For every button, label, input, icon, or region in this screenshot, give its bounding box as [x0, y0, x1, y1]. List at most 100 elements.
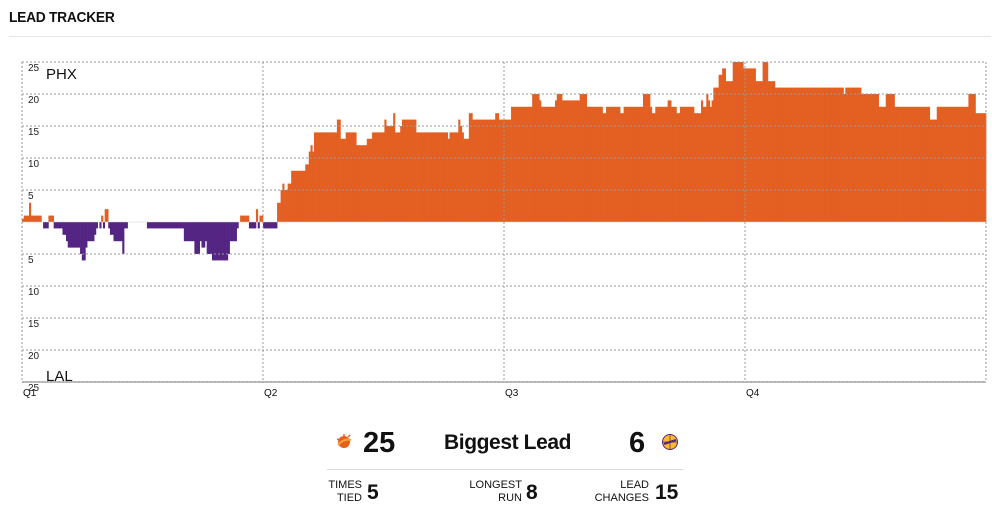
lead-bar: [164, 222, 167, 229]
lead-bar: [773, 81, 776, 222]
lead-bar: [662, 106, 665, 222]
lead-bar: [495, 113, 498, 222]
lead-bar: [576, 100, 579, 222]
lead-bar: [456, 132, 459, 222]
lead-bar: [701, 100, 704, 222]
times-tied-value: 5: [367, 481, 379, 504]
lead-bar: [391, 126, 394, 222]
lead-bar: [472, 119, 475, 222]
lead-bar: [651, 113, 654, 222]
lead-bar: [796, 87, 799, 222]
lead-bar: [206, 222, 209, 254]
lead-bar: [570, 100, 573, 222]
lead-bar: [616, 106, 619, 222]
lead-bar: [899, 106, 902, 222]
lead-bar: [732, 62, 735, 222]
lead-bar: [709, 106, 712, 222]
lead-bar: [405, 119, 408, 222]
lead-bar: [968, 94, 971, 222]
lead-bar: [692, 106, 695, 222]
lead-bar: [342, 138, 345, 222]
lead-bar: [76, 222, 79, 248]
lead-bar: [437, 132, 440, 222]
lead-bar: [854, 87, 857, 222]
lead-bar: [368, 138, 371, 222]
lead-bar: [764, 62, 767, 222]
lead-bar: [896, 106, 899, 222]
lead-bar: [512, 106, 515, 222]
lead-bar: [912, 106, 915, 222]
quarter-label: Q2: [264, 388, 278, 399]
away-biggest-lead: 6: [629, 427, 646, 459]
lead-bar: [303, 170, 306, 222]
lead-bar: [317, 132, 320, 222]
lead-bar: [219, 222, 222, 261]
lead-bar: [894, 106, 897, 222]
lead-bar: [306, 164, 310, 222]
lead-bar: [43, 222, 46, 229]
lead-bar: [555, 100, 558, 222]
lead-bar: [523, 106, 526, 222]
lead-bar: [460, 126, 463, 222]
lead-bar: [372, 132, 375, 222]
lead-bar: [734, 62, 737, 222]
lead-bar: [943, 106, 946, 222]
lead-bar: [454, 132, 457, 222]
lead-bar: [243, 215, 246, 222]
lead-bar: [883, 106, 887, 222]
lead-bar: [688, 106, 691, 222]
lead-bar: [398, 132, 401, 222]
lead-bar: [64, 222, 67, 235]
lead-bar: [296, 170, 299, 222]
lead-bar: [563, 100, 566, 222]
lead-bar: [150, 222, 153, 229]
lead-bar: [458, 119, 461, 222]
lead-bar: [53, 222, 56, 229]
lead-bar: [236, 222, 239, 229]
biggest-lead-label: Biggest Lead: [444, 431, 572, 454]
lead-bar: [319, 132, 322, 222]
lead-bar: [275, 222, 278, 229]
lead-bar: [284, 190, 287, 222]
lead-bar: [310, 145, 313, 222]
lead-bar: [716, 87, 719, 222]
lead-bar: [322, 132, 325, 222]
lead-bar: [470, 113, 473, 222]
lead-bar: [410, 119, 413, 222]
lead-bar: [231, 222, 234, 242]
chart-grid: [21, 61, 987, 383]
lead-bar: [461, 132, 464, 222]
lead-bar: [926, 106, 929, 222]
lead-bar: [373, 132, 376, 222]
lead-bar: [421, 132, 424, 222]
lead-bar: [681, 106, 684, 222]
lead-bar: [196, 222, 199, 254]
lead-bar: [467, 138, 470, 222]
lead-bar: [463, 138, 466, 222]
lead-bar: [257, 222, 260, 229]
lead-bar: [51, 215, 55, 222]
lead-bar: [702, 106, 705, 222]
lead-bar: [535, 94, 538, 222]
lead-bar: [898, 106, 901, 222]
lead-bar: [915, 106, 918, 222]
lead-bar: [423, 132, 426, 222]
lead-bar: [39, 215, 42, 222]
lead-bar: [532, 94, 535, 222]
lead-bar: [685, 106, 688, 222]
lead-bar: [797, 87, 800, 222]
lead-bar: [87, 222, 90, 242]
lead-bar: [590, 106, 593, 222]
lead-bar: [949, 106, 952, 222]
lead-bar: [491, 119, 494, 222]
lead-bar: [901, 106, 904, 222]
lead-bar: [498, 119, 501, 222]
y-tick-label: 10: [28, 159, 40, 170]
lead-bar: [245, 215, 248, 222]
lead-bar: [34, 215, 37, 222]
lead-bar: [975, 113, 978, 222]
y-tick-label: 10: [28, 287, 40, 298]
quarter-label: Q1: [23, 388, 37, 399]
lead-bar: [159, 222, 162, 229]
lead-summary: 25 Biggest Lead 6 TIMES TIED 5 LONGEST RUN…: [327, 425, 683, 510]
